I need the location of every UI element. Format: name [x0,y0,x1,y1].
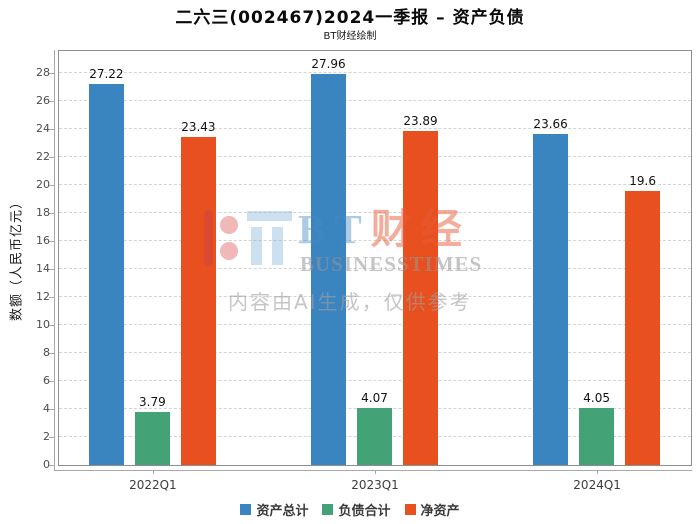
gridline [59,212,691,213]
bar [357,408,392,465]
bar [88,83,124,465]
y-tick [49,380,54,382]
y-tick [49,212,54,214]
chart-subtitle: BT财经绘制 [323,31,377,42]
gridline [59,324,691,325]
gridline [59,184,691,185]
bar [579,408,615,465]
y-tick-label: 26 [36,93,50,107]
bar [625,190,661,465]
y-tick-label: 18 [36,205,50,219]
y-tick-label: 24 [36,121,50,135]
gridline [59,72,691,73]
bar [533,133,569,465]
bar-value-label: 27.22 [89,66,124,81]
bar-value-label: 23.43 [181,119,216,134]
gridline [59,268,691,269]
bar-value-label: 23.89 [403,113,438,128]
bar [180,136,216,465]
bar-value-label: 27.96 [311,56,346,71]
y-tick-label: 6 [43,373,50,387]
x-axis-category-label: 2022Q1 [129,478,177,492]
x-axis-line [54,470,692,471]
y-tick [49,436,54,438]
legend-label: 净资产 [420,504,460,519]
y-tick [49,464,54,466]
y-tick [49,268,54,270]
y-tick-label: 0 [43,457,50,471]
chart-title: 二六三(002467)2024一季报 – 资产负债 [175,8,525,28]
legend-item: 资产总计 [240,500,308,519]
y-tick-label: 8 [43,345,50,359]
y-tick-label: 16 [36,233,50,247]
y-axis-line [54,50,55,470]
y-tick [49,240,54,242]
legend-swatch [322,504,334,515]
legend-swatch [240,504,252,515]
x-tick [597,470,599,474]
y-tick-label: 22 [36,149,50,163]
y-tick [49,156,54,158]
x-tick [375,470,376,474]
x-axis-category-label: 2023Q1 [351,478,399,492]
y-tick-label: 14 [36,261,50,275]
y-tick [49,408,54,410]
bar-value-label: 4.07 [361,391,388,406]
y-tick [49,296,54,298]
y-tick [49,324,54,326]
gridline [59,100,691,101]
y-tick-label: 2 [43,429,50,443]
y-tick [49,72,54,74]
y-tick-label: 10 [36,317,50,331]
gridline [59,156,691,157]
legend-label: 资产总计 [256,504,309,519]
y-tick [49,128,54,130]
legend: 资产总计 负债合计 净资产 [0,500,700,519]
x-axis-category-label: 2024Q1 [573,478,621,492]
gridline [59,380,691,381]
bar-value-label: 19.6 [629,173,656,188]
y-tick-label: 28 [36,65,50,79]
bar-value-label: 23.66 [533,116,568,131]
bar-value-label: 4.05 [583,391,610,406]
x-tick [152,470,154,474]
bar [134,411,170,465]
legend-swatch [404,504,416,515]
gridline [59,240,691,241]
y-tick [49,352,54,354]
bar [403,130,438,465]
y-tick [49,184,54,186]
legend-item: 负债合计 [322,500,391,519]
y-tick-label: 20 [36,177,50,191]
legend-item: 净资产 [404,500,460,519]
plot-area: 27.22 3.79 23.43 27.96 4.07 23.89 23.66 4.05 19.… [58,50,692,466]
bar [311,73,346,465]
gridline [59,352,691,353]
bar-value-label: 3.79 [139,394,166,409]
y-tick-label: 12 [36,289,50,303]
y-tick [49,100,54,102]
legend-label: 负债合计 [338,504,391,519]
y-tick-label: 4 [43,401,50,415]
gridline [59,128,691,129]
gridline [59,296,691,297]
